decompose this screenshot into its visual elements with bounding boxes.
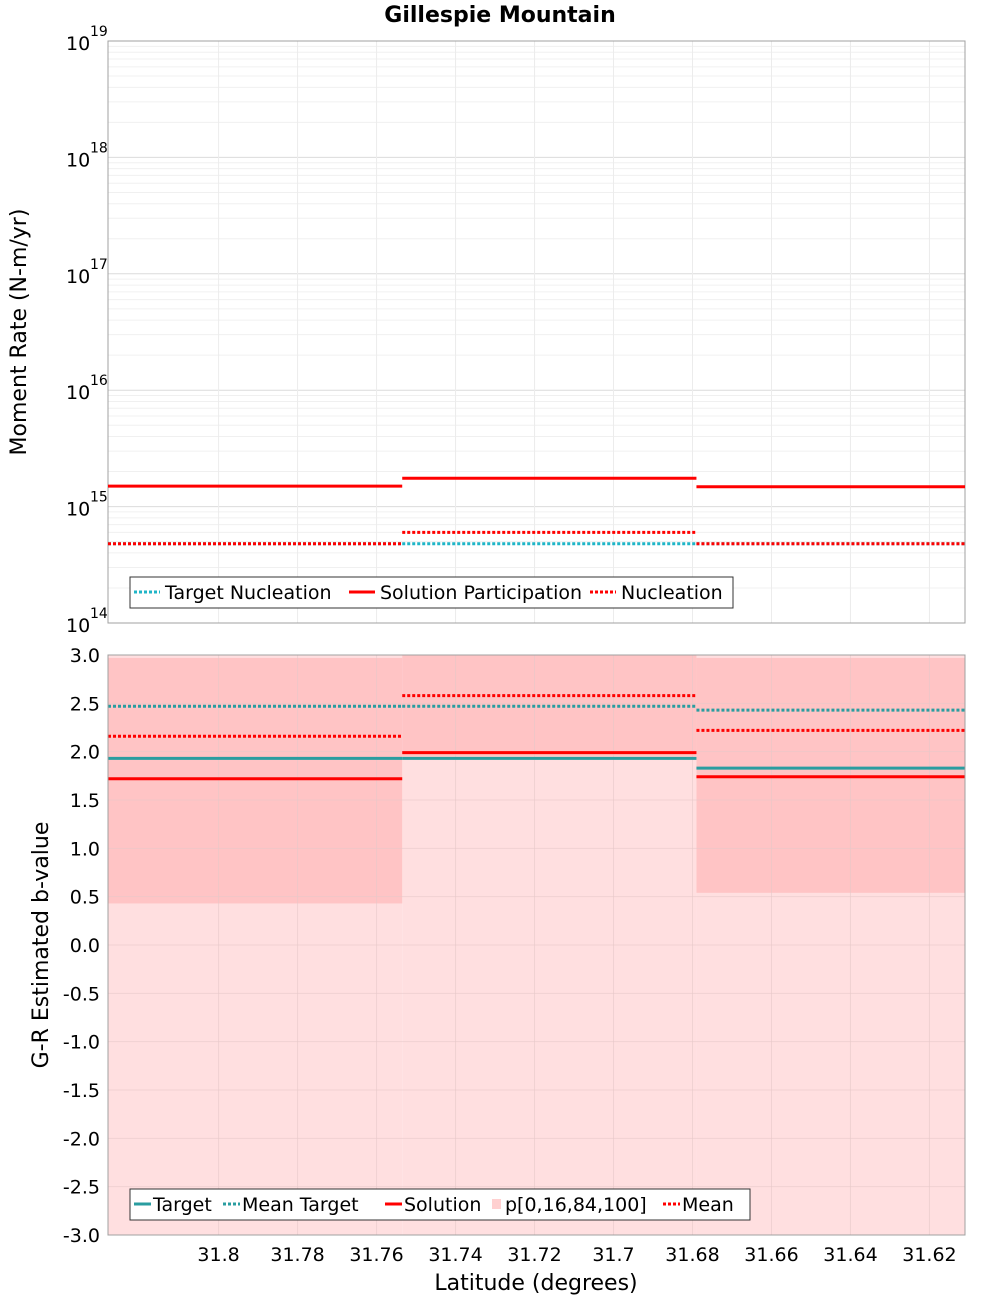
bottom-ytick-label: -0.5	[63, 983, 100, 1005]
top-ytick-exponent: 16	[90, 373, 108, 389]
bottom-panel: 3.0 2.5 2.0 1.5 1.0 0.5 0.0 -0.5 -1.0 -1.5 -2.0 -2.…	[29, 645, 966, 1296]
bottom-legend-label-0: Target	[152, 1194, 212, 1216]
bottom-ylabel: G-R Estimated b-value	[29, 822, 54, 1069]
top-plot-area	[108, 41, 965, 623]
bottom-xtick-label: 31.8	[197, 1244, 239, 1266]
bottom-legend-label-2: Solution	[404, 1194, 481, 1216]
top-legend-label-1: Solution Participation	[380, 582, 582, 604]
bottom-legend-label-4: Mean	[682, 1194, 734, 1216]
bottom-legend-label-1: Mean Target	[242, 1194, 359, 1216]
bottom-xtick-label: 31.72	[507, 1244, 561, 1266]
bottom-legend-label-3: p[0,16,84,100]	[505, 1194, 647, 1216]
bottom-ytick-label: 0.0	[70, 935, 100, 957]
top-ytick-base: 10	[66, 382, 90, 404]
bottom-xtick-label: 31.66	[744, 1244, 798, 1266]
top-ytick-base: 10	[66, 499, 90, 521]
top-ylabel: Moment Rate (N-m/yr)	[7, 209, 32, 456]
bottom-ytick-label: -2.0	[63, 1128, 100, 1150]
bottom-ytick-label: -3.0	[63, 1225, 100, 1247]
bottom-ytick-label: 0.5	[70, 887, 100, 909]
top-legend-box	[129, 576, 734, 609]
bottom-ytick-label: 2.0	[70, 742, 100, 764]
top-ytick-base: 10	[66, 615, 90, 637]
bottom-ytick-label: 1.0	[70, 838, 100, 860]
inner-band-segment-0	[108, 657, 403, 904]
bottom-ytick-label: -2.5	[63, 1177, 100, 1199]
top-ytick-exponent: 15	[90, 490, 108, 506]
top-plot-frame	[107, 40, 966, 624]
bottom-ytick-label: 1.5	[70, 790, 100, 812]
top-legend: Target Nucleation Solution Participation N…	[129, 576, 734, 609]
bottom-plot-frame	[107, 654, 966, 1236]
bottom-xtick-label: 31.68	[665, 1244, 719, 1266]
bottom-legend-swatch-3	[492, 1199, 501, 1209]
bottom-ytick-label: -1.0	[63, 1032, 100, 1054]
bottom-xtick-label: 31.62	[902, 1244, 956, 1266]
bottom-xtick-label: 31.7	[592, 1244, 634, 1266]
top-ytick-exponent: 14	[90, 606, 108, 622]
top-ytick-exponent: 18	[90, 140, 108, 156]
top-ytick-base: 10	[66, 33, 90, 55]
top-ytick-base: 10	[66, 149, 90, 171]
top-legend-label-0: Target Nucleation	[164, 582, 332, 604]
bottom-xtick-label: 31.76	[349, 1244, 403, 1266]
bottom-legend: Target Mean Target Solution p[0,16,84,100] M…	[129, 1188, 751, 1221]
top-ytick-exponent: 17	[90, 257, 108, 273]
bottom-xlabel: Latitude (degrees)	[434, 1271, 637, 1296]
chart-title: Gillespie Mountain	[384, 3, 615, 28]
bottom-ytick-label: -1.5	[63, 1080, 100, 1102]
bottom-xtick-label: 31.64	[823, 1244, 877, 1266]
top-ytick-base: 10	[66, 266, 90, 288]
top-legend-label-2: Nucleation	[621, 582, 723, 604]
bottom-ytick-label: 2.5	[70, 693, 100, 715]
top-ytick-exponent: 19	[90, 24, 108, 40]
bottom-ytick-label: 3.0	[70, 645, 100, 667]
bottom-xtick-label: 31.74	[428, 1244, 482, 1266]
bottom-xtick-label: 31.78	[270, 1244, 324, 1266]
